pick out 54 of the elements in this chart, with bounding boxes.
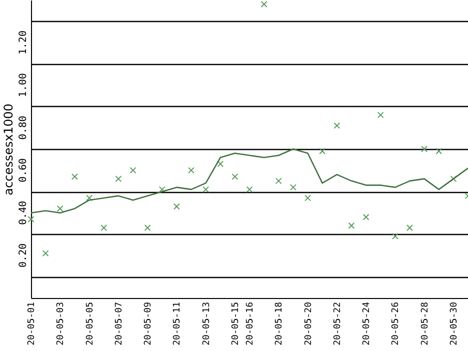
- point: [86, 194, 93, 202]
- y-tick-label: 0.80: [18, 116, 29, 140]
- point: [260, 1, 268, 8]
- x-tick-label: 20-05-22: [332, 302, 343, 346]
- x-tick-label: 20-05-26: [391, 302, 402, 346]
- point: [202, 186, 210, 193]
- point: [144, 224, 151, 231]
- line-series: [30, 148, 468, 214]
- point: [450, 176, 457, 182]
- x-tick-label: 20-05-30: [449, 302, 460, 346]
- x-tick-label: 20-05-11: [172, 302, 183, 346]
- point: [436, 148, 442, 154]
- point: [377, 112, 384, 118]
- point: [232, 173, 238, 180]
- y-tick-label: 1.20: [18, 30, 29, 55]
- y-axis-title: accessesx1000: [2, 104, 16, 196]
- point: [188, 167, 194, 174]
- point: [362, 214, 370, 220]
- x-tick-label: 20-05-18: [274, 302, 285, 346]
- x-tick-label: 20-05-24: [362, 302, 372, 346]
- point: [217, 160, 224, 168]
- point: [304, 194, 312, 202]
- point: [158, 186, 166, 193]
- point: [275, 178, 282, 184]
- point: [246, 186, 253, 193]
- x-tick-label: 20-05-03: [56, 302, 66, 346]
- point: [173, 203, 180, 210]
- point: [406, 224, 413, 231]
- x-tick-label: 20-05-28: [420, 302, 430, 346]
- point: [319, 148, 326, 154]
- point: [28, 216, 34, 222]
- point: [392, 233, 398, 240]
- x-tick-label: 20-05-16: [246, 302, 256, 346]
- y-tick-label: 1.00: [18, 73, 29, 98]
- point: [56, 205, 64, 212]
- point: [115, 176, 122, 182]
- x-tick-label: 20-05-09: [144, 302, 154, 346]
- point: [71, 173, 78, 180]
- x-tick-label: 20-05-13: [202, 302, 212, 346]
- y-tick-label: 0.20: [18, 243, 29, 268]
- x-tick-label: 20-05-07: [114, 302, 124, 346]
- point: [130, 167, 136, 174]
- point: [100, 224, 108, 231]
- point: [421, 146, 428, 152]
- point: [42, 250, 49, 257]
- x-tick-label: 20-05-20: [304, 302, 314, 346]
- point: [334, 122, 340, 129]
- point: [290, 184, 296, 191]
- y-tick-label: 0.40: [18, 200, 29, 225]
- point: [348, 222, 355, 229]
- x-tick-label: 20-05-05: [85, 302, 96, 346]
- x-tick-label: 20-05-15: [230, 302, 241, 346]
- y-tick-label: 0.60: [18, 158, 29, 182]
- x-tick-label: 20-05-01: [27, 302, 37, 346]
